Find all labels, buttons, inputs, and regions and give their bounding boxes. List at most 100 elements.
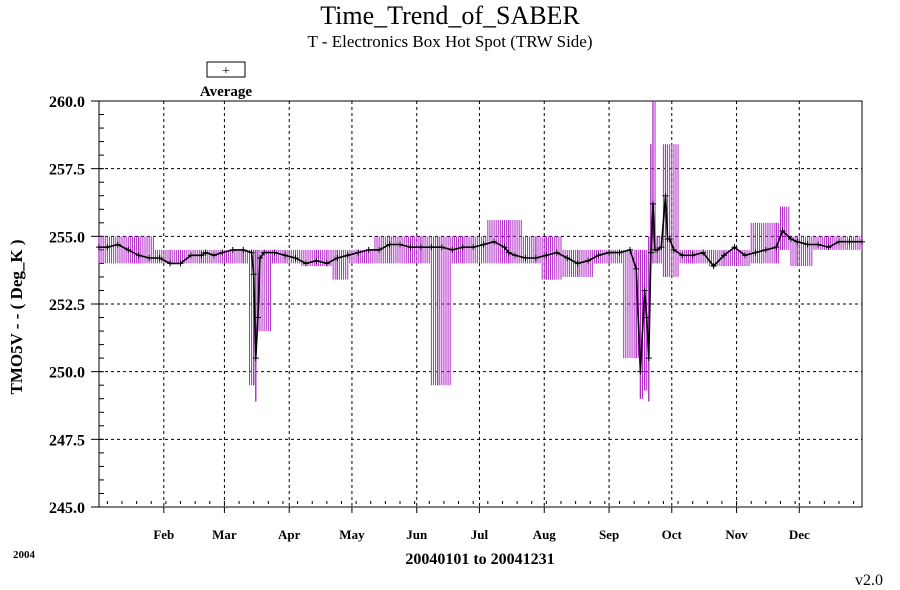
x-axis-label: 20040101 to 20041231 xyxy=(405,551,554,568)
average-point xyxy=(125,246,132,253)
average-point xyxy=(532,254,539,261)
average-point xyxy=(177,260,184,267)
x-axis: Feb Mar Apr May Jun Jul Aug Sep Oct Nov Dec xyxy=(153,507,810,542)
average-point xyxy=(438,244,445,251)
average-point xyxy=(219,249,226,256)
average-point xyxy=(787,236,794,243)
legend: + Average xyxy=(200,61,253,100)
average-point xyxy=(762,246,769,253)
average-point xyxy=(670,246,677,253)
x-tick-label: Apr xyxy=(278,527,301,542)
average-point xyxy=(210,252,217,259)
average-point xyxy=(202,249,209,256)
average-point xyxy=(616,249,623,256)
x-tick-label: Mar xyxy=(212,527,237,542)
average-point xyxy=(376,246,383,253)
year-label: 2004 xyxy=(13,549,36,561)
legend-symbol: + xyxy=(222,64,230,79)
average-point xyxy=(553,249,560,256)
average-point xyxy=(606,249,613,256)
average-point xyxy=(156,254,163,261)
x-tick-label: May xyxy=(339,527,365,542)
y-tick-label: 250.0 xyxy=(49,365,85,382)
average-point xyxy=(825,244,832,251)
average-point xyxy=(804,241,811,248)
average-point xyxy=(649,200,656,207)
average-point xyxy=(731,244,738,251)
average-series xyxy=(96,192,865,375)
version-label: v2.0 xyxy=(855,572,883,589)
x-tick-label: Aug xyxy=(533,527,557,542)
average-point xyxy=(710,263,717,270)
average-point xyxy=(491,238,498,245)
average-point xyxy=(752,249,759,256)
average-point xyxy=(773,244,780,251)
x-tick-label: Jun xyxy=(406,527,428,542)
average-point xyxy=(229,246,236,253)
average-point xyxy=(365,246,372,253)
average-point xyxy=(198,252,205,259)
y-tick-label: 255.0 xyxy=(49,229,85,246)
x-tick-label: Dec xyxy=(789,527,810,542)
average-point xyxy=(344,252,351,259)
average-point xyxy=(637,368,644,375)
legend-label: Average xyxy=(200,84,253,100)
average-point xyxy=(779,227,786,234)
average-point xyxy=(564,254,571,261)
average-point xyxy=(323,260,330,267)
chart-subtitle: T - Electronics Box Hot Spot (TRW Side) xyxy=(307,32,592,51)
average-point xyxy=(459,244,466,251)
average-point xyxy=(355,249,362,256)
average-point xyxy=(252,355,259,362)
average-point xyxy=(114,241,121,248)
y-tick-label: 252.5 xyxy=(49,297,85,314)
average-point xyxy=(794,238,801,245)
average-point xyxy=(501,244,508,251)
average-point xyxy=(386,241,393,248)
average-line xyxy=(99,195,862,372)
average-point xyxy=(104,244,111,251)
average-point xyxy=(261,249,268,256)
average-point xyxy=(417,244,424,251)
average-point xyxy=(135,252,142,259)
average-point xyxy=(645,355,652,362)
average-point xyxy=(470,244,477,251)
chart-title: Time_Trend_of_SABER xyxy=(320,1,580,30)
y-tick-label: 257.5 xyxy=(49,162,85,179)
y-tick-label: 260.0 xyxy=(49,94,85,111)
average-point xyxy=(662,192,669,199)
average-point xyxy=(846,238,853,245)
average-point xyxy=(666,236,673,243)
average-point xyxy=(292,254,299,261)
average-point xyxy=(480,241,487,248)
average-point xyxy=(836,238,843,245)
range-series xyxy=(98,101,863,402)
average-point xyxy=(859,238,865,245)
average-point xyxy=(449,246,456,253)
average-point xyxy=(96,244,102,251)
average-point xyxy=(543,252,550,259)
average-point xyxy=(741,252,748,259)
average-point xyxy=(658,244,665,251)
average-point xyxy=(428,244,435,251)
average-point xyxy=(595,252,602,259)
average-point xyxy=(574,260,581,267)
average-point xyxy=(511,252,518,259)
average-point xyxy=(721,252,728,259)
average-point xyxy=(302,260,309,267)
average-point xyxy=(282,252,289,259)
x-tick-label: Sep xyxy=(599,527,619,542)
average-point xyxy=(397,241,404,248)
y-axis: 245.0 247.5 250.0 252.5 255.0 257.5 260.0 xyxy=(49,94,99,517)
average-point xyxy=(167,260,174,267)
minor-ticks xyxy=(99,100,855,508)
average-point xyxy=(522,254,529,261)
y-axis-label: TMO5V - - ( Deg_K ) xyxy=(7,239,26,394)
average-point xyxy=(815,241,822,248)
x-tick-label: Jul xyxy=(471,527,489,542)
average-point xyxy=(585,257,592,264)
average-point xyxy=(240,246,247,253)
average-point xyxy=(146,254,153,261)
y-tick-label: 247.5 xyxy=(49,432,85,449)
